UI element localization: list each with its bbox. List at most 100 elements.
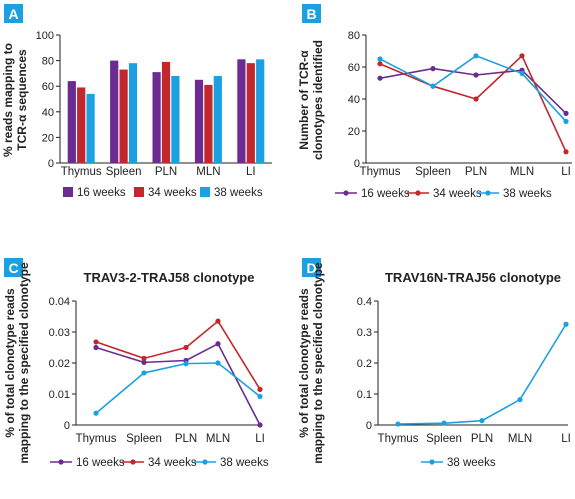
y-tick-label: 0 [366,420,372,432]
x-tick-label: LI [246,166,256,178]
bar [256,59,265,163]
panel-a: A % reads mapping to TCR-α sequences 0 20 40 6… [1,4,272,199]
panel-letter: B [306,6,316,22]
x-tick-label: PLN [175,433,197,445]
y-tick-label: 0.04 [49,296,70,308]
x-tick-label: Spleen [126,433,162,445]
legend-marker [343,190,349,196]
data-point [257,422,263,428]
bar [213,75,222,163]
data-point [430,66,436,72]
y-tick-label: 40 [42,107,54,119]
data-point [395,421,401,427]
x-tick-label: PLN [155,166,177,178]
series-line [397,323,567,425]
data-point [215,360,221,366]
panel-badge [302,258,321,277]
data-point [93,339,99,345]
chart-title: TRAV3-2-TRAJ58 clonotype [84,270,255,285]
y-axis-label: % reads mapping to [1,43,15,157]
x-tick-label: LI [561,433,571,445]
x-tick-label: Thymus [378,433,419,445]
data-point [441,420,447,426]
legend-label: 38 weeks [447,457,496,469]
data-point [479,418,485,424]
y-tick-label: 0.02 [49,358,70,370]
bar [237,59,246,163]
y-tick-label: 60 [348,62,360,74]
data-point [141,370,147,376]
series-line [379,54,567,153]
bar [204,84,213,163]
legend-label: 16 weeks [361,188,410,200]
data-point [257,386,263,392]
y-tick-label: 60 [42,81,54,93]
x-tick-label: Thymus [360,166,401,178]
x-tick-label: LI [561,166,571,178]
x-tick-label: Spleen [415,166,451,178]
y-tick-label: 0.4 [357,296,372,308]
data-point [563,110,569,116]
panel-b: B Number of TCR-α clonotypes identified 0 20… [297,4,572,200]
legend-marker [429,459,435,465]
data-point [519,70,525,76]
data-point [519,53,525,59]
legend-label: 34 weeks [148,457,197,469]
data-point [473,96,479,102]
series-line [379,54,567,122]
legend-label: 38 weeks [220,457,269,469]
legend-marker [415,190,421,196]
data-point [517,396,523,403]
bar [171,75,180,163]
x-tick-label: MLN [510,166,534,178]
legend-marker [130,459,136,465]
y-tick-label: 0.03 [49,327,70,339]
panel-letter: A [8,6,18,22]
legend-label: 34 weeks [148,187,197,199]
y-axis-label: Number of TCR-α [297,50,311,150]
x-tick-label: MLN [206,433,230,445]
bar [119,69,128,163]
x-tick-label: PLN [471,433,493,445]
y-tick-label: 20 [348,126,360,138]
y-tick-label: 80 [348,30,360,42]
x-tick-label: Spleen [106,166,142,178]
panel-c: C TRAV3-2-TRAJ58 clonotype % of total clon… [3,258,269,469]
panel-badge [302,4,321,23]
data-point [93,344,99,351]
y-tick-label: 100 [36,30,54,42]
legend-swatch [200,187,210,197]
data-point [183,361,189,367]
y-axis-label: % of total clonotype reads [297,288,311,438]
bar [110,60,119,163]
data-point [377,56,383,62]
y-tick-label: 0.1 [357,389,372,401]
legend-marker [485,190,491,196]
bar [67,81,76,163]
bar [86,93,95,163]
data-point [141,355,147,361]
data-point [183,344,189,351]
data-point [473,53,479,59]
legend-swatch [134,187,144,197]
bar [152,72,161,163]
y-axis-label: mapping to the specified clonotype [17,262,31,464]
legend-marker [202,459,208,465]
data-point [473,72,479,78]
bar [194,79,204,163]
panel-badge [4,258,23,277]
y-axis-label: mapping to the specified clonotype [311,262,325,464]
legend-marker [58,459,64,465]
x-tick-label: PLN [465,166,487,178]
data-point [563,321,569,327]
data-point [377,61,383,67]
series-line [95,342,261,426]
panel-letter: C [8,260,18,276]
x-tick-label: MLN [196,166,220,178]
panel-badge [4,4,23,23]
data-point [377,75,383,81]
data-point [563,149,569,155]
bar [128,63,138,163]
